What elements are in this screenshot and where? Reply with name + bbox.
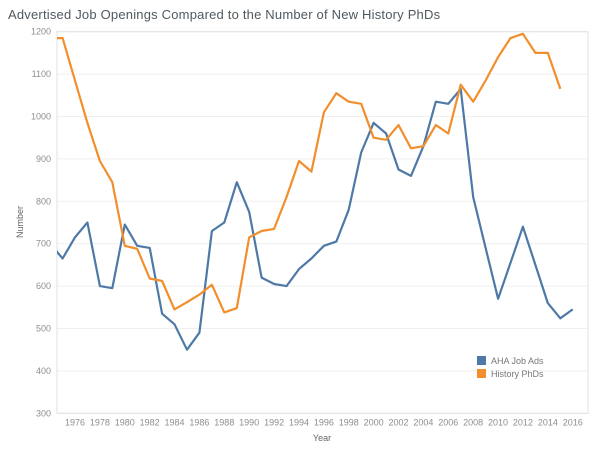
x-tick-label: 2008 [463, 417, 483, 427]
x-tick-label: 1984 [165, 417, 185, 427]
x-tick-label: 1986 [189, 417, 209, 427]
y-tick-label: 900 [36, 154, 51, 164]
y-tick-label: 1200 [31, 27, 51, 37]
x-tick-label: 2006 [438, 417, 458, 427]
x-tick-label: 1994 [289, 417, 309, 427]
x-tick-label: 1978 [90, 417, 110, 427]
legend-label: AHA Job Ads [491, 355, 544, 366]
x-tick-label: 1990 [239, 417, 259, 427]
legend-item-history-phds[interactable]: History PhDs [477, 367, 544, 380]
y-tick-label: 400 [36, 366, 51, 376]
y-tick-label: 600 [36, 281, 51, 291]
legend-swatch [477, 356, 486, 365]
x-tick-label: 1988 [214, 417, 234, 427]
x-tick-label: 1982 [140, 417, 160, 427]
x-tick-label: 1980 [115, 417, 135, 427]
y-tick-label: 1100 [32, 69, 51, 79]
x-tick-label: 2016 [563, 417, 583, 427]
x-axis-title: Year [312, 433, 332, 443]
series-line-history-phds[interactable] [50, 32, 562, 314]
x-tick-label: 2012 [513, 417, 533, 427]
series-line-aha-job-ads[interactable] [50, 87, 574, 351]
y-tick-label: 300 [36, 408, 51, 418]
x-tick-label: 2010 [488, 417, 508, 427]
legend: AHA Job Ads History PhDs [477, 354, 544, 380]
y-tick-label: 500 [36, 324, 51, 334]
chart-title: Advertised Job Openings Compared to the … [8, 7, 441, 22]
x-tick-label: 2004 [413, 417, 433, 427]
x-tick-label: 2002 [389, 417, 409, 427]
y-tick-label: 1000 [31, 112, 51, 122]
y-tick-label: 800 [36, 196, 51, 206]
legend-item-aha-job-ads[interactable]: AHA Job Ads [477, 354, 544, 367]
y-tick-label: 700 [36, 239, 51, 249]
x-tick-label: 1996 [314, 417, 334, 427]
plot-border [56, 31, 589, 414]
x-tick-label: 1998 [339, 417, 359, 427]
x-tick-label: 2014 [538, 417, 558, 427]
legend-swatch [477, 369, 486, 378]
x-tick-label: 2000 [364, 417, 384, 427]
x-tick-label: 1992 [264, 417, 284, 427]
x-tick-label: 1976 [65, 417, 85, 427]
legend-label: History PhDs [491, 368, 544, 379]
